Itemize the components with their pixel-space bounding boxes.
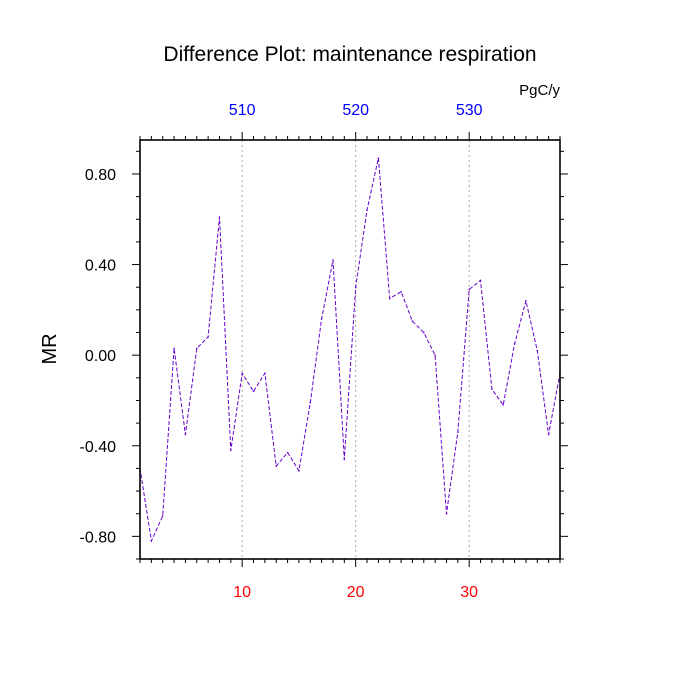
y-tick-label: 0.40 [85,258,116,275]
data-point [502,404,505,406]
data-point [525,300,527,302]
data-point [252,390,255,393]
data-point [298,469,300,472]
x-tick-label-top: 530 [456,102,483,119]
data-point [354,286,357,289]
x-tick-label-top: 510 [229,102,256,119]
data-point [218,216,221,218]
units-label: PgC/y [519,82,560,99]
plot-frame [139,139,561,560]
y-tick-label: -0.40 [80,439,117,456]
series-line [139,157,561,543]
grid-lines [241,140,470,559]
data-point [195,347,198,350]
x-tick-label-bottom: 20 [347,584,365,601]
data-point [377,157,380,159]
data-point [457,431,459,433]
y-axis-label: MR [39,333,61,364]
data-point [479,279,482,282]
data-point [388,297,391,300]
chart-title: Difference Plot: maintenance respiration [163,43,536,66]
y-tick-label: 0.80 [85,167,116,184]
y-tick-label: -0.80 [80,529,117,546]
data-point [320,318,323,320]
data-point [434,354,436,356]
data-point [445,512,448,515]
x-tick-label-bottom: 10 [233,584,251,601]
data-point [207,336,209,338]
y-tick-label: 0.00 [85,348,116,365]
data-point [309,401,312,404]
series-layer [139,157,561,543]
data-point [411,320,414,322]
data-point [161,515,164,517]
data-point [536,349,539,352]
data-point [400,290,402,293]
data-point [230,449,232,452]
axes: 10 20 30 510 520 530 -0.80 -0.40 0.00 0.40 0.80 [80,102,568,601]
data-point [275,465,278,467]
data-point [343,458,346,461]
data-point [491,388,493,390]
x-tick-label-bottom: 30 [460,584,478,601]
data-point [366,209,368,212]
data-point [547,433,550,436]
data-point [332,259,334,261]
data-point [150,540,153,542]
data-point [422,331,425,334]
data-point [286,451,289,454]
x-tick-label-top: 520 [342,102,369,119]
data-point [468,288,470,291]
data-point [173,347,175,350]
data-point [241,372,243,375]
data-point [513,343,516,345]
data-point [184,433,187,436]
data-point [264,372,266,375]
